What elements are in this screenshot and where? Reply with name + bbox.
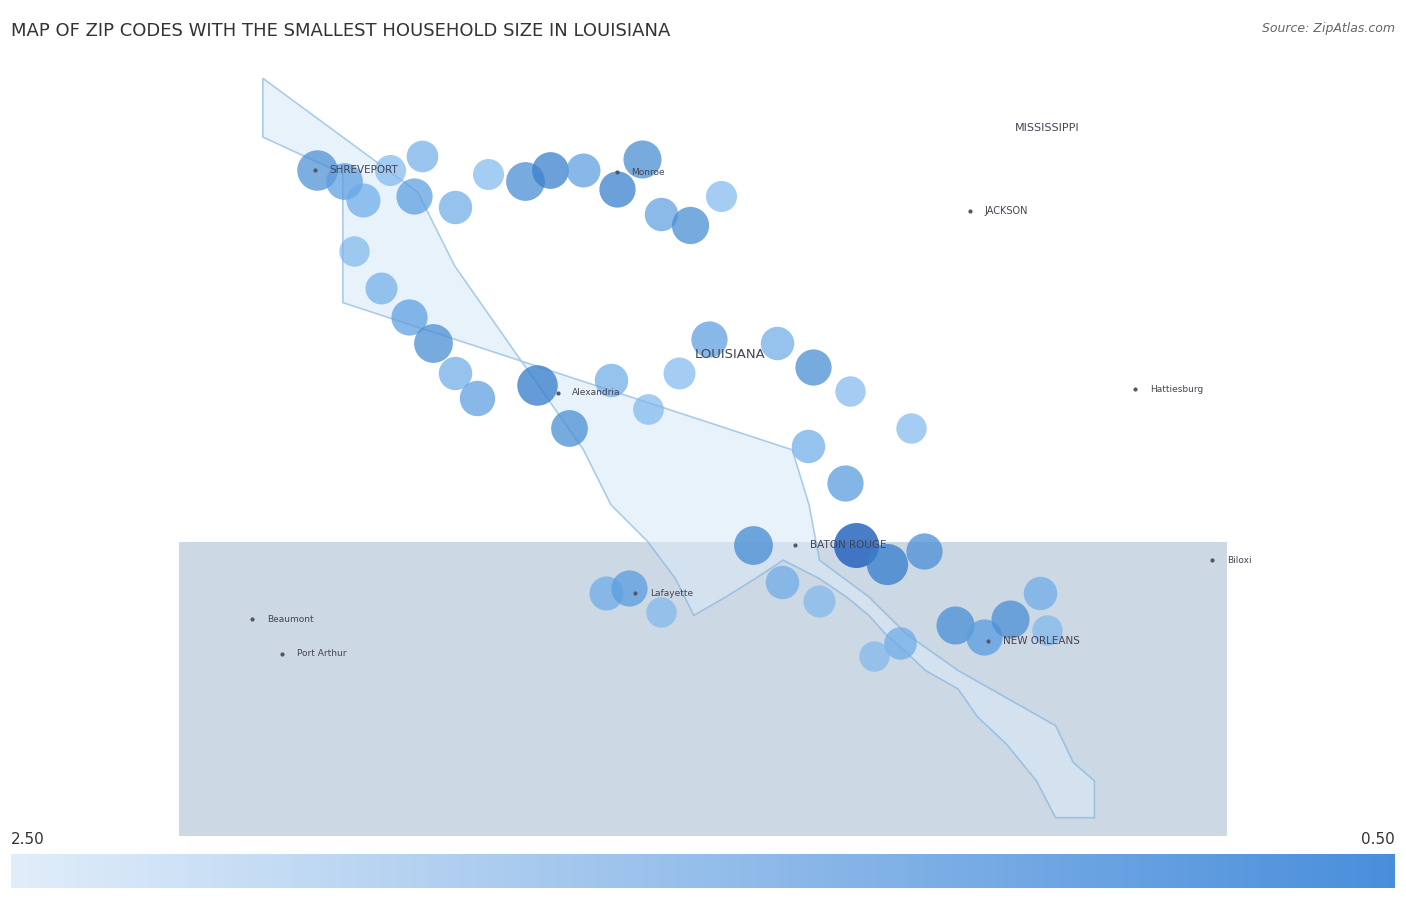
Point — [863, 648, 886, 663]
Text: BATON ROUGE: BATON ROUGE — [810, 540, 886, 550]
Text: MAP OF ZIP CODES WITH THE SMALLEST HOUSEHOLD SIZE IN LOUISIANA: MAP OF ZIP CODES WITH THE SMALLEST HOUSE… — [11, 22, 671, 40]
Point — [513, 174, 536, 189]
Point — [845, 539, 868, 553]
Text: Hattiesburg: Hattiesburg — [1150, 385, 1204, 394]
Point — [465, 391, 488, 405]
Point — [538, 163, 561, 177]
Bar — [179, 542, 1227, 836]
Point — [889, 636, 911, 650]
Point — [741, 539, 763, 553]
Point — [797, 439, 820, 453]
Point — [398, 310, 420, 325]
Point — [839, 384, 862, 398]
Point — [765, 336, 787, 351]
Point — [380, 163, 402, 177]
Text: Port Arthur: Port Arthur — [297, 649, 346, 658]
Point — [679, 218, 702, 233]
Point — [697, 333, 720, 347]
Point — [912, 544, 935, 558]
Text: Lafayette: Lafayette — [650, 589, 693, 598]
Point — [422, 336, 444, 351]
Text: Alexandria: Alexandria — [572, 388, 621, 397]
Point — [973, 630, 995, 645]
Point — [443, 200, 465, 214]
Text: Source: ZipAtlas.com: Source: ZipAtlas.com — [1261, 22, 1395, 35]
Point — [631, 152, 654, 166]
Point — [619, 581, 641, 595]
Point — [834, 476, 856, 490]
Point — [998, 612, 1021, 627]
Point — [600, 373, 623, 387]
Point — [342, 244, 364, 258]
Text: JACKSON: JACKSON — [984, 206, 1028, 216]
Point — [477, 166, 499, 181]
Point — [900, 421, 922, 435]
Text: Biloxi: Biloxi — [1227, 556, 1251, 565]
Point — [637, 402, 659, 416]
Point — [1028, 586, 1050, 601]
Point — [572, 163, 595, 177]
Point — [411, 148, 433, 163]
Text: 0.50: 0.50 — [1361, 832, 1395, 847]
Text: Beaumont: Beaumont — [267, 615, 314, 624]
Point — [606, 182, 628, 196]
Point — [305, 163, 328, 177]
Point — [710, 189, 733, 203]
Point — [650, 207, 672, 221]
Point — [650, 604, 672, 619]
Point — [526, 378, 548, 393]
Point — [770, 575, 793, 590]
Point — [370, 280, 392, 295]
Text: SHREVEPORT: SHREVEPORT — [329, 165, 398, 175]
Point — [333, 174, 356, 189]
Polygon shape — [263, 78, 1094, 818]
Text: NEW ORLEANS: NEW ORLEANS — [1002, 636, 1080, 646]
Point — [443, 365, 465, 379]
Point — [876, 556, 898, 571]
Text: MISSISSIPPI: MISSISSIPPI — [1015, 123, 1080, 133]
Point — [807, 593, 830, 608]
Point — [558, 421, 581, 435]
Point — [668, 365, 690, 379]
Point — [1036, 623, 1059, 637]
Point — [595, 586, 617, 601]
Point — [943, 618, 966, 632]
Text: Monroe: Monroe — [631, 167, 665, 176]
Point — [404, 189, 426, 203]
Point — [352, 192, 374, 207]
Text: 2.50: 2.50 — [11, 832, 45, 847]
Text: LOUISIANA: LOUISIANA — [695, 348, 766, 360]
Point — [801, 360, 824, 374]
